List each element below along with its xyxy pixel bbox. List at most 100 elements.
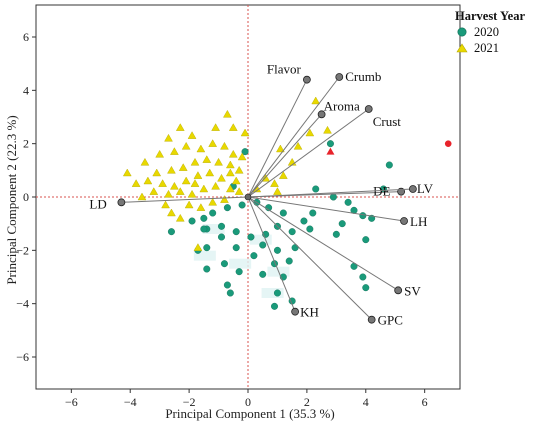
point-2021 — [225, 160, 235, 169]
point-2020 — [220, 260, 228, 268]
x-axis-ticks: −6 −4 −2 0 2 4 6 — [65, 389, 428, 409]
density-haze — [249, 234, 272, 245]
point-2021 — [234, 165, 244, 174]
point-2021 — [143, 176, 153, 185]
point-2021 — [170, 181, 179, 190]
point-2021 — [181, 141, 191, 150]
point-2021 — [240, 128, 250, 137]
point-2021 — [305, 128, 315, 137]
loading-line-sv — [247, 196, 399, 291]
legend-label-2020: 2020 — [474, 25, 499, 39]
point-2021 — [196, 144, 206, 153]
y-axis-ticks: 6 4 2 0 −2 −4 −6 — [16, 30, 36, 364]
x-tick-label: 4 — [363, 395, 369, 409]
density-haze — [202, 224, 225, 234]
loading-label-aroma: Aroma — [324, 98, 360, 113]
loading-label-lh: LH — [410, 214, 427, 229]
y-tick-label: −2 — [16, 243, 29, 257]
loading-endpoint-crumb — [335, 73, 344, 81]
point-2021 — [152, 168, 162, 177]
loading-line-kh — [247, 196, 296, 312]
point-2020 — [217, 233, 225, 241]
origin-marker — [244, 193, 252, 201]
loading-label-lv: LV — [417, 181, 434, 196]
point-2021 — [193, 243, 203, 251]
point-2021 — [208, 139, 218, 147]
point-2021 — [270, 179, 279, 187]
loading-endpoint-lh — [400, 217, 408, 225]
loading-label-de: DE — [373, 184, 390, 199]
point-2020 — [332, 230, 340, 238]
loading-endpoint-ld — [117, 198, 126, 207]
point-2021 — [184, 200, 194, 209]
legend: Harvest Year 2020 2021 — [455, 9, 525, 55]
point-2020 — [250, 252, 258, 260]
y-tick-label: 0 — [23, 190, 29, 204]
point-2020 — [326, 140, 334, 148]
loading-endpoint-crust — [364, 105, 373, 113]
point-2020 — [362, 284, 370, 292]
loading-label-crust: Crust — [373, 114, 402, 129]
x-tick-label: 2 — [304, 395, 310, 409]
loading-endpoint-gpc — [367, 315, 376, 324]
point-2021 — [178, 163, 188, 171]
point-2020 — [203, 265, 211, 273]
loading-line-crust — [247, 108, 370, 198]
point-2020 — [285, 257, 293, 265]
point-2021 — [293, 141, 303, 150]
point-2020 — [300, 217, 308, 225]
density-haze — [229, 258, 252, 269]
loading-line-lh — [247, 196, 405, 222]
point-2021 — [211, 123, 220, 131]
y-tick-label: 2 — [23, 137, 29, 151]
y-tick-label: 4 — [23, 83, 29, 97]
point-2020 — [329, 193, 337, 201]
legend-label-2021: 2021 — [474, 41, 499, 55]
point-2020 — [312, 185, 320, 193]
point-2021 — [217, 173, 226, 182]
legend-marker-2020 — [457, 27, 467, 37]
point-2020 — [309, 209, 317, 217]
loading-endpoint-lv — [408, 185, 417, 193]
density-haze — [193, 250, 216, 261]
point-2021 — [167, 208, 176, 217]
loading-label-kh: KH — [300, 305, 319, 320]
point-2021 — [199, 184, 209, 193]
point-2020 — [226, 289, 234, 297]
point-2021 — [158, 179, 167, 187]
point-2020 — [209, 209, 217, 217]
point-2020 — [271, 302, 279, 310]
y-tick-label: 6 — [23, 30, 29, 44]
point-2020 — [223, 204, 231, 212]
loading-label-sv: SV — [404, 283, 421, 298]
point-2020 — [238, 201, 246, 209]
point-2021 — [273, 187, 282, 195]
point-2021 — [167, 165, 176, 174]
point-2021 — [122, 168, 132, 177]
point-2020 — [259, 270, 267, 278]
point-2020 — [279, 209, 287, 217]
point-2021 — [225, 184, 235, 193]
point-2021 — [175, 187, 185, 195]
point-2021 — [323, 125, 332, 134]
x-tick-label: −6 — [65, 395, 78, 409]
loading-line-ld — [121, 196, 249, 203]
y-tick-label: −4 — [16, 297, 29, 311]
data-points — [122, 96, 452, 310]
loading-endpoint-kh — [291, 307, 300, 316]
point-2020 — [203, 244, 211, 252]
point-2021 — [311, 96, 321, 105]
x-tick-label: −4 — [124, 395, 137, 409]
loading-endpoint-flavor — [302, 75, 311, 84]
point-2021 — [208, 197, 218, 206]
x-tick-label: 0 — [245, 395, 251, 409]
point-2021 — [175, 123, 185, 131]
point-2021 — [225, 168, 235, 177]
point-2020 — [167, 228, 175, 236]
loading-label-crumb: Crumb — [345, 69, 381, 84]
loading-line-aroma — [247, 114, 322, 198]
point-2020 — [200, 225, 208, 233]
point-2020 — [273, 246, 281, 254]
